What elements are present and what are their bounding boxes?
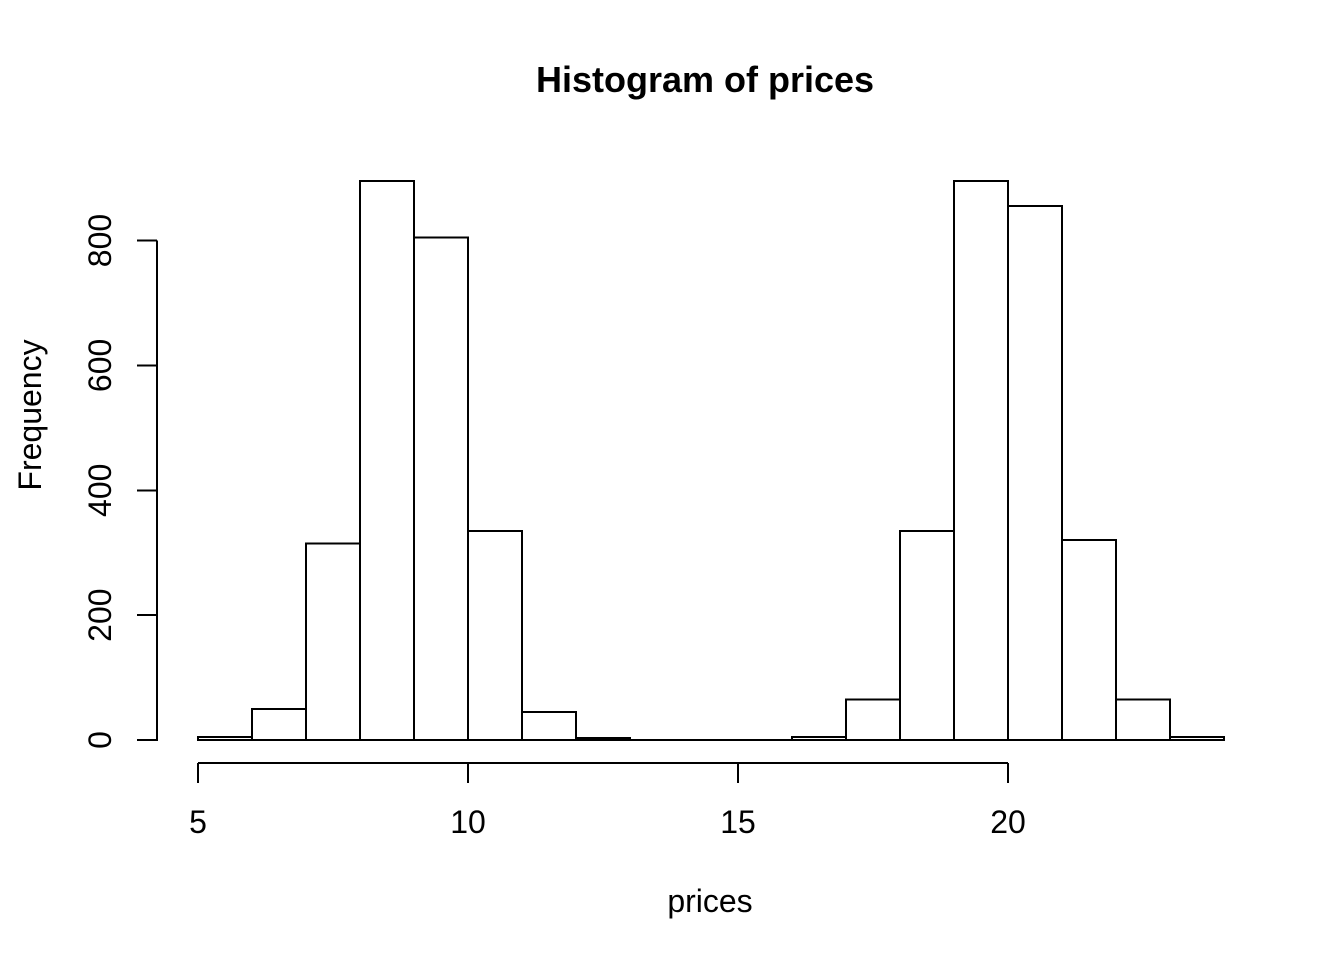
- plot-area: 0 200 400 600 800 5 10 15 20: [82, 180, 1225, 840]
- y-tick-label: 800: [82, 214, 118, 267]
- histogram-bar: [791, 735, 847, 741]
- histogram-bar: [953, 180, 1009, 741]
- histogram-bar: [413, 236, 469, 742]
- y-tick-label: 600: [82, 339, 118, 392]
- histogram-bar: [1061, 539, 1117, 742]
- histogram-bar: [575, 737, 631, 742]
- y-axis-label: Frequency: [12, 339, 48, 490]
- histogram-bar: [359, 180, 415, 741]
- x-axis-label: prices: [667, 883, 752, 919]
- histogram-bar: [845, 698, 901, 742]
- y-tick-label: 200: [82, 588, 118, 641]
- chart-title: Histogram of prices: [536, 59, 874, 100]
- y-tick-label: 0: [82, 731, 118, 749]
- y-tick-label: 400: [82, 464, 118, 517]
- histogram-bar: [197, 735, 253, 741]
- histogram-bar: [899, 529, 955, 741]
- x-tick-label: 15: [720, 804, 756, 840]
- histogram-bar: [1169, 735, 1225, 741]
- histogram-bar: [251, 707, 307, 741]
- histogram-bar: [1115, 698, 1171, 742]
- x-tick-label: 5: [189, 804, 207, 840]
- x-tick-label: 10: [450, 804, 486, 840]
- histogram-bar: [1007, 205, 1063, 742]
- histogram-bar: [521, 710, 577, 742]
- histogram-bar: [467, 529, 523, 741]
- histogram-bar: [305, 542, 361, 742]
- x-tick-label: 20: [990, 804, 1026, 840]
